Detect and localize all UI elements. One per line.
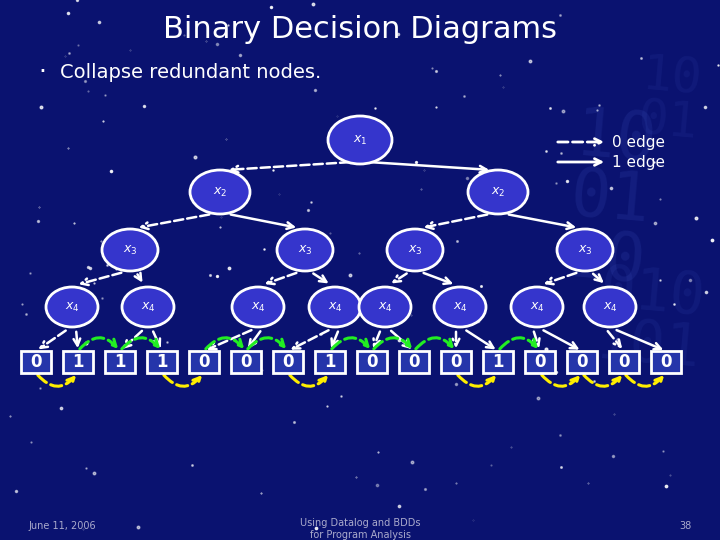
Ellipse shape	[232, 287, 284, 327]
Text: Using Datalog and BDDs
for Program Analysis: Using Datalog and BDDs for Program Analy…	[300, 518, 420, 540]
Text: 0: 0	[408, 353, 420, 371]
Text: $x_4$: $x_4$	[140, 300, 156, 314]
Ellipse shape	[387, 229, 443, 271]
Text: $x_3$: $x_3$	[122, 244, 138, 256]
Ellipse shape	[190, 170, 250, 214]
Ellipse shape	[102, 229, 158, 271]
Text: $x_4$: $x_4$	[65, 300, 79, 314]
Ellipse shape	[584, 287, 636, 327]
FancyBboxPatch shape	[231, 351, 261, 373]
Text: 0: 0	[30, 353, 42, 371]
Text: $x_4$: $x_4$	[378, 300, 392, 314]
Ellipse shape	[122, 287, 174, 327]
Ellipse shape	[309, 287, 361, 327]
Text: 0: 0	[282, 353, 294, 371]
Text: $x_2$: $x_2$	[213, 185, 228, 199]
Ellipse shape	[468, 170, 528, 214]
FancyBboxPatch shape	[105, 351, 135, 373]
Ellipse shape	[328, 116, 392, 164]
Text: 0: 0	[198, 353, 210, 371]
Text: 0: 0	[576, 353, 588, 371]
FancyBboxPatch shape	[483, 351, 513, 373]
FancyBboxPatch shape	[273, 351, 303, 373]
Text: $x_3$: $x_3$	[577, 244, 593, 256]
Text: 0: 0	[660, 353, 672, 371]
Ellipse shape	[359, 287, 411, 327]
FancyBboxPatch shape	[651, 351, 681, 373]
FancyBboxPatch shape	[357, 351, 387, 373]
Text: $x_3$: $x_3$	[408, 244, 423, 256]
Text: 1: 1	[492, 353, 504, 371]
FancyBboxPatch shape	[21, 351, 51, 373]
Text: 1 edge: 1 edge	[612, 154, 665, 170]
Ellipse shape	[511, 287, 563, 327]
Ellipse shape	[277, 229, 333, 271]
Text: $x_4$: $x_4$	[603, 300, 617, 314]
FancyBboxPatch shape	[189, 351, 219, 373]
Text: Binary Decision Diagrams: Binary Decision Diagrams	[163, 16, 557, 44]
Text: 1: 1	[114, 353, 126, 371]
Text: 38: 38	[680, 521, 692, 531]
Ellipse shape	[46, 287, 98, 327]
Text: 1: 1	[156, 353, 168, 371]
Text: ·: ·	[38, 60, 46, 84]
Text: $x_4$: $x_4$	[453, 300, 467, 314]
Text: 0: 0	[534, 353, 546, 371]
Text: Collapse redundant nodes.: Collapse redundant nodes.	[60, 63, 321, 82]
Text: 0: 0	[618, 353, 630, 371]
FancyBboxPatch shape	[567, 351, 597, 373]
Text: 1: 1	[324, 353, 336, 371]
Text: 0: 0	[240, 353, 252, 371]
Ellipse shape	[434, 287, 486, 327]
Text: $x_3$: $x_3$	[297, 244, 312, 256]
Text: 1: 1	[72, 353, 84, 371]
Text: $x_1$: $x_1$	[353, 133, 367, 146]
Text: 10
01: 10 01	[636, 51, 704, 148]
FancyBboxPatch shape	[147, 351, 177, 373]
Text: $x_4$: $x_4$	[530, 300, 544, 314]
FancyBboxPatch shape	[63, 351, 93, 373]
Text: $x_4$: $x_4$	[328, 300, 342, 314]
FancyBboxPatch shape	[315, 351, 345, 373]
Text: June 11, 2006: June 11, 2006	[28, 521, 96, 531]
Text: 0: 0	[450, 353, 462, 371]
FancyBboxPatch shape	[399, 351, 429, 373]
FancyBboxPatch shape	[441, 351, 471, 373]
Text: 0 edge: 0 edge	[612, 134, 665, 150]
Text: $x_2$: $x_2$	[491, 185, 505, 199]
FancyBboxPatch shape	[609, 351, 639, 373]
Text: 10
01
10: 10 01 10	[562, 103, 658, 297]
Text: $x_4$: $x_4$	[251, 300, 266, 314]
Text: 0: 0	[366, 353, 378, 371]
Ellipse shape	[557, 229, 613, 271]
Text: 010
101: 010 101	[593, 261, 707, 379]
FancyBboxPatch shape	[525, 351, 555, 373]
